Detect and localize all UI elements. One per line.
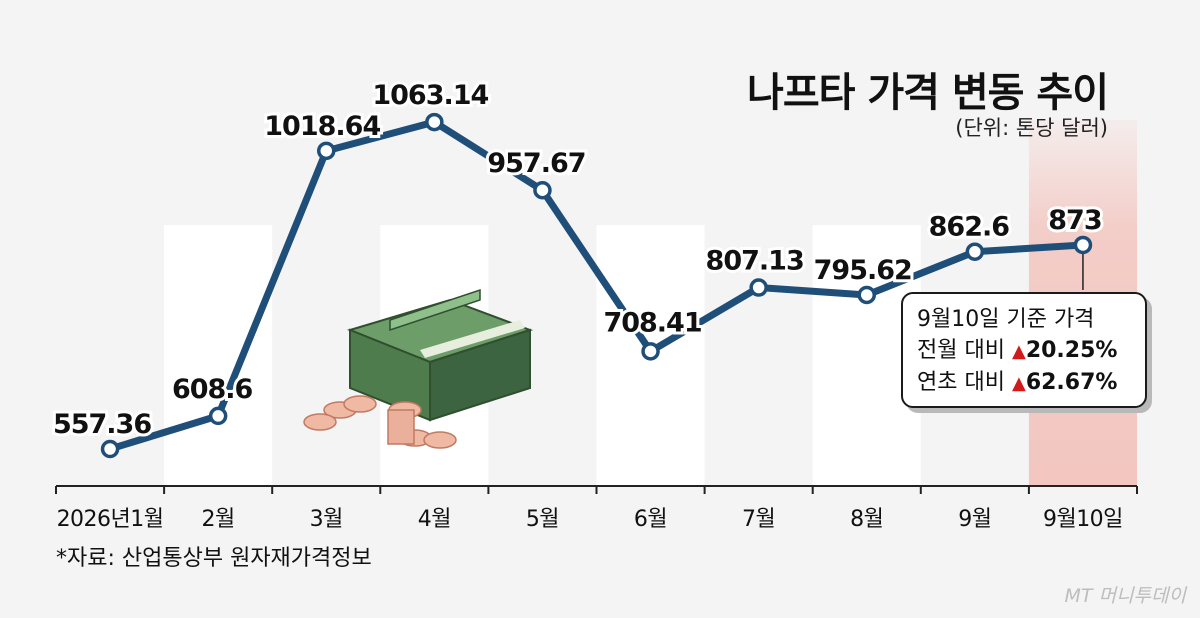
data-point <box>641 342 660 361</box>
coin-stack-icon <box>303 395 457 449</box>
x-tick-label: 9월 <box>958 507 991 532</box>
x-tick-label: 6월 <box>634 507 667 532</box>
data-label: 862.6 <box>929 212 1010 243</box>
callout-label: 연초 대비 <box>917 370 1005 395</box>
callout-title: 9월10일 기준 가격 <box>917 307 1095 332</box>
data-point <box>208 406 228 426</box>
callout-value: 20.25% <box>1025 338 1118 363</box>
data-point <box>749 278 768 297</box>
x-tick-label: 7월 <box>742 507 775 532</box>
money-stack-icon <box>346 288 534 422</box>
data-point <box>965 242 985 261</box>
chart-unit: (단위: 톤당 달러) <box>955 116 1108 140</box>
callout-row-year: 연초 대비 ▲62.67% <box>917 367 1131 399</box>
bill-front <box>429 328 531 422</box>
data-label: 795.62 <box>814 255 912 286</box>
source-note: *자료: 산업통상부 원자재가격정보 <box>56 546 372 571</box>
data-label: 608.6 <box>172 374 253 405</box>
up-arrow-icon: ▲ <box>1011 341 1026 362</box>
price-callout: 9월10일 기준 가격 전월 대비 ▲20.25% 연초 대비 ▲62.67% <box>901 292 1147 408</box>
data-label: 807.13 <box>706 246 804 277</box>
coin <box>343 395 377 413</box>
data-label: 1018.64 <box>264 111 380 142</box>
x-tick-label: 8월 <box>850 507 883 532</box>
data-label: 708.41 <box>603 307 701 338</box>
x-tick-label: 2월 <box>202 507 235 532</box>
data-point <box>533 180 552 200</box>
x-tick-label: 2026년1월 <box>57 507 164 532</box>
data-point <box>317 141 336 161</box>
up-arrow-icon: ▲ <box>1011 373 1026 394</box>
data-label: 557.36 <box>53 409 151 440</box>
coin <box>303 413 337 431</box>
data-label: 957.67 <box>487 148 585 179</box>
coin-column <box>387 409 415 445</box>
x-tick-label: 5월 <box>526 507 559 532</box>
data-point <box>425 112 444 132</box>
x-tick-label: 9월10일 <box>1043 507 1123 532</box>
column-band <box>164 225 273 486</box>
data-point <box>857 285 876 305</box>
callout-value: 62.67% <box>1025 370 1118 395</box>
bill-band <box>420 320 525 358</box>
x-tick-label: 4월 <box>418 507 451 532</box>
callout-row-month: 전월 대비 ▲20.25% <box>917 335 1131 367</box>
x-tick-label: 3월 <box>310 507 343 532</box>
data-label: 1063.14 <box>372 80 488 111</box>
chart-title: 나프타 가격 변동 추이 <box>747 70 1109 116</box>
data-label: 873 <box>1048 205 1101 236</box>
series-line <box>106 118 1087 453</box>
data-point <box>100 439 120 459</box>
data-point <box>1073 235 1093 255</box>
brand-logo: MT 머니투데이 <box>1064 585 1186 607</box>
bill-layer <box>389 288 481 332</box>
callout-label: 전월 대비 <box>917 338 1005 363</box>
coin <box>423 431 457 449</box>
